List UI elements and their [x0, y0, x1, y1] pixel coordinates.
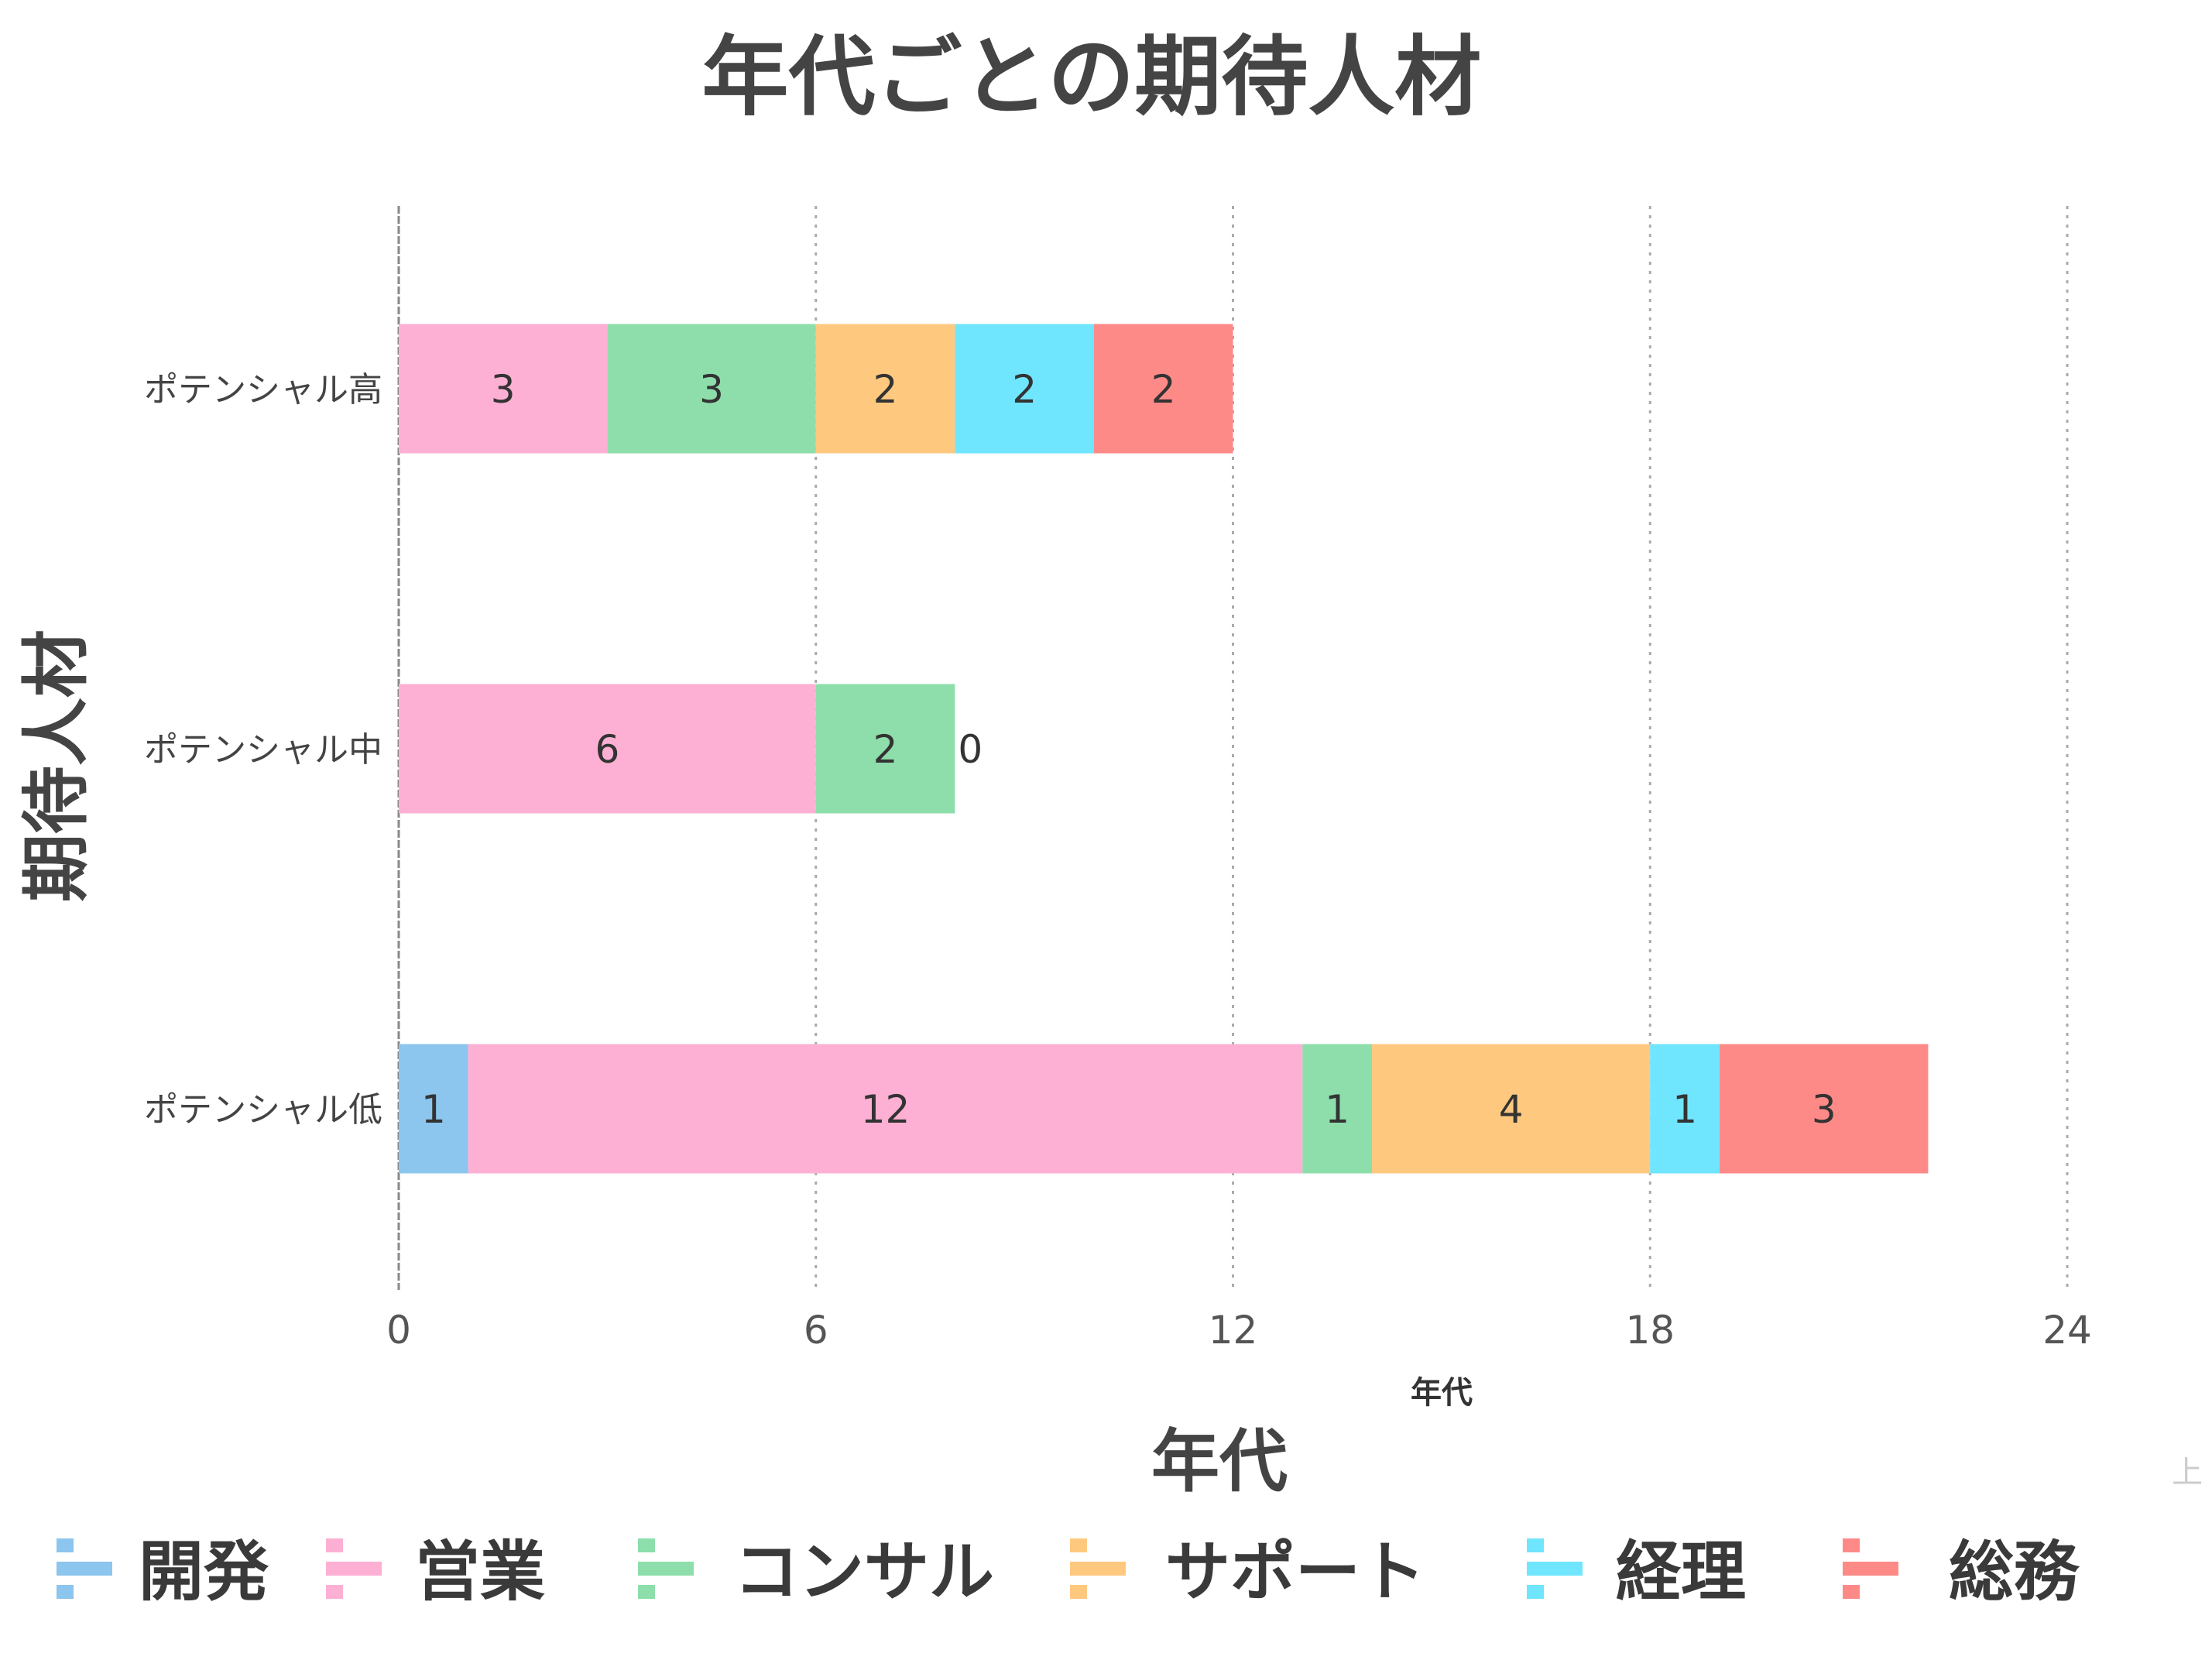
legend-item: コンサル [638, 1534, 994, 1610]
bar-legend-icon [1843, 1538, 1898, 1599]
bar-value-label: 12 [861, 1087, 911, 1132]
x-axis-label-small: 年代 [1411, 1375, 1473, 1411]
bar-value-label: 1 [1325, 1087, 1349, 1132]
icon-bar [1527, 1538, 1544, 1552]
icon-bar [57, 1562, 112, 1576]
bar-value-label: 2 [1012, 367, 1037, 412]
bar-legend-icon [1527, 1538, 1583, 1599]
legend-item: 経理 [1527, 1534, 1746, 1610]
x-tick-label: 24 [2042, 1308, 2092, 1353]
icon-bar [1527, 1585, 1544, 1599]
x-tick-label: 18 [1625, 1308, 1675, 1353]
icon-bar [1843, 1585, 1860, 1599]
bar-value-label: 4 [1499, 1087, 1524, 1132]
bar-legend-icon [1070, 1538, 1126, 1599]
bar-value-label: 3 [1812, 1087, 1836, 1132]
legend-label: 総務 [1949, 1534, 2080, 1610]
bar-segment [399, 1044, 468, 1174]
icon-bar [1070, 1538, 1087, 1552]
icon-bar [638, 1562, 694, 1576]
x-tick-label: 12 [1209, 1308, 1258, 1353]
icon-bar [326, 1538, 343, 1552]
legend-label: 経理 [1616, 1534, 1746, 1610]
bar-segment [399, 324, 608, 454]
legend-item: 総務 [1843, 1534, 2080, 1610]
icon-bar [1843, 1538, 1860, 1552]
bar-legend-icon [638, 1538, 694, 1599]
category-label: ポテンシャル中 [144, 730, 382, 770]
icon-bar [326, 1562, 382, 1576]
icon-bar [638, 1538, 655, 1552]
bar-segment [1650, 1044, 1720, 1174]
bar-segment [468, 1044, 1303, 1174]
icon-bar [326, 1585, 343, 1599]
category-label: ポテンシャル低 [144, 1090, 382, 1130]
bar-segment [1093, 324, 1233, 454]
x-tick-label: 6 [804, 1308, 828, 1353]
bar-value-label: 3 [491, 367, 516, 412]
bar-segment [1372, 1044, 1651, 1174]
x-tick-labels: 0 6 12 18 24 [386, 1308, 2092, 1353]
bar-segment [815, 684, 955, 814]
bar-segment [955, 324, 1094, 454]
bar-segment [607, 324, 816, 454]
icon-bar [1527, 1562, 1583, 1576]
icon-bar [1843, 1562, 1898, 1576]
y-axis-label: 期待人材 [16, 629, 96, 902]
icon-bar [1070, 1562, 1126, 1576]
bar-value-label: 6 [595, 727, 619, 772]
bar-value-label: 1 [1672, 1087, 1697, 1132]
bar-legend-icon [57, 1538, 112, 1599]
icon-bar [57, 1538, 74, 1552]
icon-bar [638, 1585, 655, 1599]
legend-item: 営業 [326, 1534, 545, 1610]
chart-title: 年代ごとの期待人材 [702, 27, 1482, 128]
bar-value-label: 3 [699, 367, 724, 412]
legend-label: 営業 [415, 1534, 545, 1610]
legend-label: サポート [1165, 1534, 1425, 1610]
bar-legend-icon [326, 1538, 382, 1599]
legend: 開発 営業 コンサル サポート 経理 総務 [57, 1534, 2080, 1610]
bar-value-label: 2 [1151, 367, 1176, 412]
x-tick-label: 0 [386, 1308, 411, 1353]
bar-value-label: 2 [873, 367, 898, 412]
legend-label: コンサル [734, 1534, 994, 1610]
legend-item: サポート [1070, 1534, 1425, 1610]
corner-text: 上 [2172, 1455, 2203, 1490]
bar-segment [399, 684, 816, 814]
bar-segment [1302, 1044, 1373, 1174]
bar-segment [815, 324, 955, 454]
icon-bar [57, 1585, 74, 1599]
x-axis-label: 年代 [1151, 1422, 1288, 1501]
bars: 03322206201121413 [399, 324, 1929, 1174]
bar-value-label: 0 [958, 727, 983, 772]
bar-value-label: 2 [873, 727, 898, 772]
icon-bar [1070, 1585, 1087, 1599]
legend-label: 開発 [139, 1534, 269, 1610]
bar-segment [1720, 1044, 1929, 1174]
legend-item: 開発 [57, 1534, 269, 1610]
category-label: ポテンシャル高 [144, 370, 382, 410]
bar-value-label: 1 [421, 1087, 446, 1132]
